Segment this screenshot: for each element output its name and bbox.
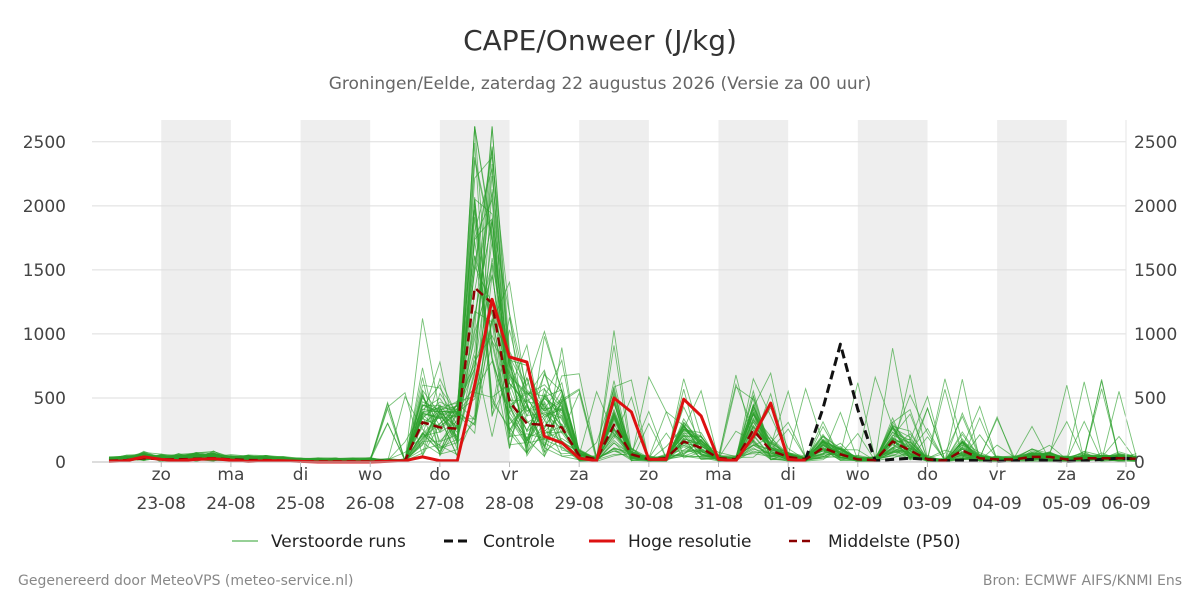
x-tick-weekday: do <box>429 465 450 485</box>
x-tick-date: 29-08 <box>554 494 603 514</box>
x-tick-date: 27-08 <box>415 494 464 514</box>
ensemble-run-line <box>108 345 1137 462</box>
x-tick-weekday: di <box>293 465 309 485</box>
x-tick-weekday: ma <box>705 465 732 485</box>
gridlines <box>92 141 1126 399</box>
legend: Verstoorde runs Controle Hoge resolutie … <box>232 532 961 552</box>
y-tick-label: 1500 <box>23 261 66 281</box>
x-tick-weekday: zo <box>639 465 658 485</box>
x-tick-weekday: za <box>570 465 589 485</box>
x-tick-date: 25-08 <box>276 494 325 514</box>
y-tick-label-right: 1000 <box>1134 325 1177 345</box>
ensemble-runs <box>108 126 1137 463</box>
x-tick-weekday: wo <box>846 465 870 485</box>
legend-ctrl-label: Controle <box>483 532 555 552</box>
chart-subtitle: Groningen/Eelde, zaterdag 22 augustus 20… <box>329 74 872 94</box>
x-tick-date: 04-09 <box>972 494 1021 514</box>
main-series <box>108 286 1137 464</box>
legend-p50-label: Middelste (P50) <box>828 532 961 552</box>
series-line-hoge-resolutie <box>108 297 806 464</box>
y-tick-label: 500 <box>34 389 66 409</box>
footer-generated: Gegenereerd door MeteoVPS (meteo-service… <box>18 573 353 589</box>
x-tick-weekday: za <box>1057 465 1076 485</box>
ensemble-run-line <box>108 241 1137 463</box>
y-axis-left: 0 500 1000 1500 2000 2500 <box>23 133 66 473</box>
x-tick-date: 02-09 <box>833 494 882 514</box>
x-tick-weekday: wo <box>358 465 382 485</box>
x-tick-date: 23-08 <box>137 494 186 514</box>
x-tick-weekday: zo <box>152 465 171 485</box>
x-tick-date: 01-09 <box>763 494 812 514</box>
y-tick-label: 1000 <box>23 325 66 345</box>
x-tick-weekday: zo <box>1116 465 1135 485</box>
series-line-controle <box>804 342 1137 463</box>
x-axis: zo 23-08 ma 24-08 di 25-08 wo 26-08 do 27-08 vr 28-… <box>137 462 1151 514</box>
chart-title: CAPE/Onweer (J/kg) <box>463 24 737 57</box>
y-tick-label-right: 2500 <box>1134 133 1177 153</box>
y-tick-label: 0 <box>55 453 66 473</box>
shaded-day-band <box>997 120 1067 462</box>
x-tick-weekday: di <box>780 465 796 485</box>
x-tick-date: 31-08 <box>694 494 743 514</box>
shaded-day-band <box>718 120 789 462</box>
x-tick-date: 05-09 <box>1042 494 1091 514</box>
x-tick-date: 26-08 <box>346 494 395 514</box>
x-tick-weekday: vr <box>501 465 518 485</box>
y-tick-label: 2500 <box>23 133 66 153</box>
legend-hres-label: Hoge resolutie <box>628 532 752 552</box>
ensemble-run-line <box>108 319 1137 463</box>
x-tick-date: 30-08 <box>624 494 673 514</box>
x-tick-weekday: ma <box>217 465 244 485</box>
x-tick-date: 06-09 <box>1101 494 1150 514</box>
legend-ens-label: Verstoorde runs <box>271 532 406 552</box>
shaded-day-band <box>300 120 371 462</box>
footer-source: Bron: ECMWF AIFS/KNMI Ens <box>983 573 1182 589</box>
y-tick-label-right: 2000 <box>1134 197 1177 217</box>
y-tick-label-right: 500 <box>1134 389 1166 409</box>
x-tick-weekday: do <box>917 465 938 485</box>
x-tick-date: 24-08 <box>206 494 255 514</box>
x-tick-weekday: vr <box>989 465 1006 485</box>
shaded-day-band <box>161 120 231 462</box>
x-tick-date: 28-08 <box>485 494 534 514</box>
y-tick-label: 2000 <box>23 197 66 217</box>
y-tick-label-right: 0 <box>1134 453 1145 473</box>
y-axis-right: 0 500 1000 1500 2000 2500 <box>1134 133 1177 473</box>
x-tick-date: 03-09 <box>903 494 952 514</box>
y-tick-label-right: 1500 <box>1134 261 1177 281</box>
